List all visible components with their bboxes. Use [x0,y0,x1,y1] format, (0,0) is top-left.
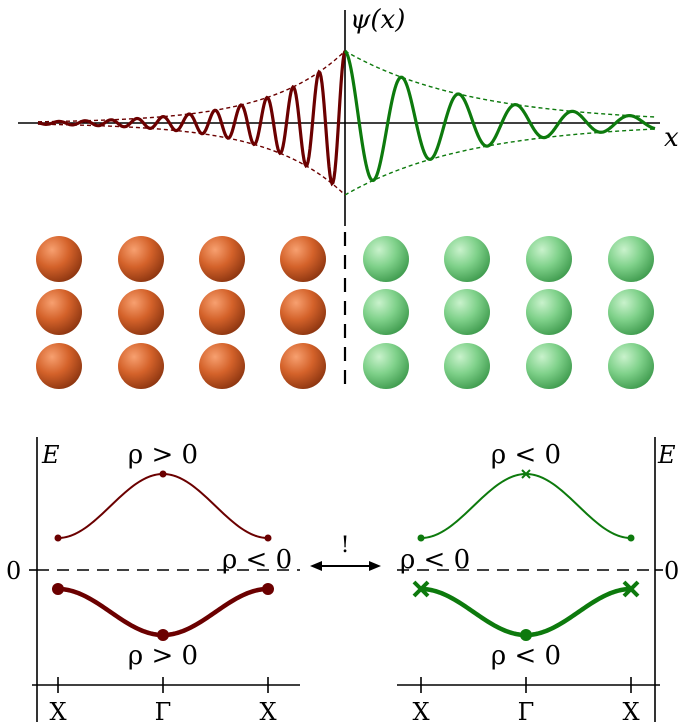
right-atom [526,289,572,335]
left-atom [280,236,326,282]
right-envelope-upper [344,50,656,118]
right-atom [608,236,654,282]
right-zero-label: 0 [664,557,679,585]
equivalence-arrow: ! [310,533,381,571]
right-atom [608,289,654,335]
right-upper-band-label: ρ < 0 [491,440,561,470]
lattice [36,232,654,392]
left-atom [118,343,164,389]
left-lower-marker [157,629,169,641]
left-upper-band-label: ρ > 0 [128,440,198,470]
right-wave-curve [343,49,656,183]
left-upper-marker [54,534,62,542]
right-atom [363,236,409,282]
right-lower-band [420,586,632,638]
left-atom [199,236,245,282]
left-band-markers [52,470,274,641]
left-zero-label: 0 [6,557,21,585]
right-atom [444,343,490,389]
left-lower-band [57,586,269,638]
left-atom [199,289,245,335]
right-tick-label-x1: X [412,698,429,726]
left-atom [280,343,326,389]
left-upper-marker [159,470,167,478]
psi-axis-label: ψ(x) [350,5,405,35]
left-lower-marker [52,583,64,595]
left-lower-band-label: ρ > 0 [128,641,198,671]
right-atom [526,236,572,282]
arrow-head-right [369,561,381,571]
right-band-markers [412,469,640,641]
right-band-panel: E 0 X Γ X ρ < 0 ρ < 0 ρ < 0 [397,437,679,726]
left-atom [199,343,245,389]
right-tick-label-gamma: Γ [518,698,535,726]
left-wave-curve [37,50,347,187]
right-atom [363,289,409,335]
right-side-label: ρ < 0 [400,545,470,575]
wavefunction-plot: ψ(x) x [18,5,679,226]
left-atom [36,289,82,335]
right-lower-band-label: ρ < 0 [491,641,561,671]
left-tick-label-x1: X [49,698,66,726]
left-band-panel: E 0 X Γ X ρ > 0 ρ > 0 ρ < 0 [6,437,300,726]
left-atom [36,236,82,282]
left-tick-label-gamma: Γ [155,698,172,726]
left-atom [36,343,82,389]
right-atom [608,343,654,389]
right-atoms [363,236,654,389]
left-atom [118,289,164,335]
right-atom [444,236,490,282]
right-lower-cross-marker [412,580,430,598]
left-tick-label-x2: X [259,698,276,726]
arrow-head-left [310,561,322,571]
left-atom [280,289,326,335]
right-atom [363,343,409,389]
right-upper-band [420,472,632,539]
arrow-label: ! [341,533,350,558]
right-upper-marker [417,534,425,542]
right-energy-label: E [657,441,676,469]
right-atom [526,343,572,389]
right-upper-cross-marker [521,469,531,479]
right-tick-label-x2: X [622,698,639,726]
left-atoms [36,236,326,389]
right-lower-cross-marker [622,580,640,598]
x-axis-label: x [664,123,679,153]
right-upper-marker [627,534,635,542]
left-atom [118,236,164,282]
right-envelope-lower [344,128,656,196]
left-lower-marker [262,583,274,595]
left-energy-label: E [41,441,60,469]
left-upper-marker [264,534,272,542]
left-side-label: ρ < 0 [222,545,292,575]
right-atom [444,289,490,335]
left-upper-band [57,472,269,539]
left-envelope-lower [37,123,346,196]
right-lower-marker [520,629,532,641]
